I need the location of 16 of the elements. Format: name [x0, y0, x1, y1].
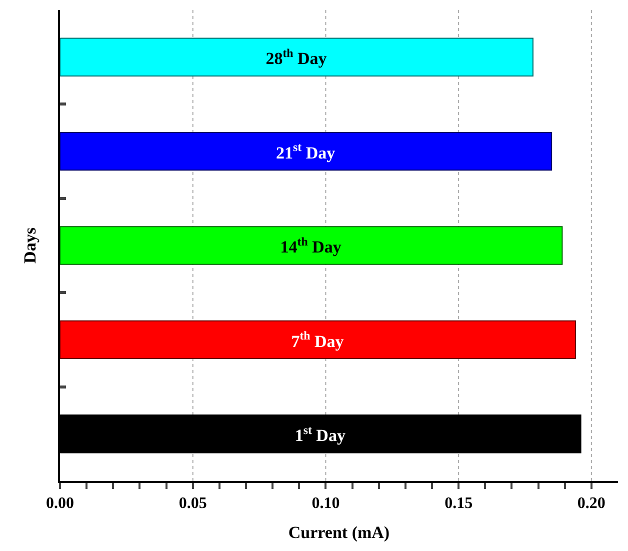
bar: [60, 320, 576, 360]
bar: [60, 38, 534, 76]
x-axis-title: Current (mA): [288, 523, 390, 542]
y-tick-label: 7$^{th}$ Day: [291, 328, 344, 351]
x-tick-label: 0.15: [444, 495, 473, 512]
x-tick-label: 0.20: [577, 495, 606, 512]
x-tick-label: 0.05: [178, 495, 207, 512]
bar: [60, 226, 563, 265]
y-tick-label: 1$^{st}$ Day: [294, 422, 346, 445]
y-tick-label: 14$^{th}$ Day: [280, 234, 342, 257]
y-axis-title: Days: [20, 227, 40, 264]
x-tick-label: 0.00: [46, 495, 74, 512]
y-tick-label: 28$^{th}$ Day: [266, 46, 328, 68]
bar: [60, 132, 552, 171]
x-tick-label: 0.10: [312, 495, 340, 512]
y-tick-label: 21$^{st}$ Day: [276, 140, 336, 162]
